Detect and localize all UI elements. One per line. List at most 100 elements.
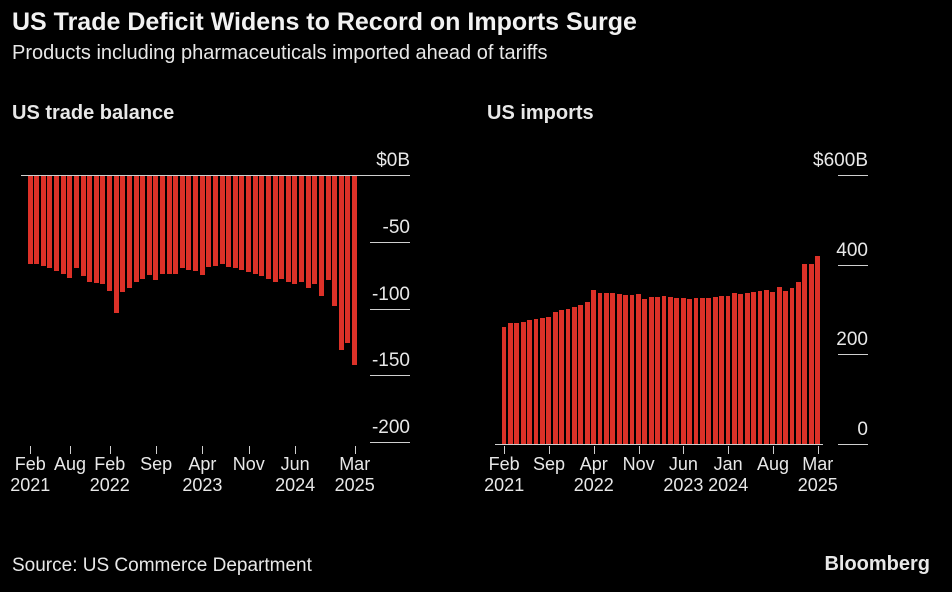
bar [312, 175, 318, 285]
baseline [21, 175, 410, 176]
y-tick-line [838, 354, 868, 356]
bar [546, 317, 552, 444]
x-tick [593, 446, 595, 454]
bar [299, 175, 305, 282]
bar [725, 295, 731, 444]
bar [700, 297, 705, 444]
title: US Trade Deficit Widens to Record on Imp… [12, 8, 637, 36]
bar [552, 311, 558, 444]
bar [272, 175, 278, 282]
y-tick-label: 400 [836, 239, 868, 261]
y-tick-line [370, 308, 410, 310]
bar [527, 320, 532, 444]
bar [712, 297, 718, 444]
bar [153, 175, 159, 281]
bar [648, 296, 654, 444]
bar [54, 175, 60, 272]
x-tick-label: Apr 2023 [182, 454, 223, 495]
bar [93, 175, 99, 284]
bar [226, 175, 232, 268]
bar [219, 175, 225, 265]
bar [591, 290, 596, 444]
x-tick [248, 446, 250, 454]
y-tick-label: $0B [376, 150, 410, 171]
bar [789, 287, 795, 444]
bar [796, 281, 801, 444]
x-tick [156, 446, 158, 454]
bar [146, 175, 152, 276]
bar [246, 175, 252, 273]
brand: Bloomberg [824, 553, 930, 575]
bar [738, 294, 744, 444]
bar [597, 293, 603, 444]
bar [120, 175, 126, 293]
bar [770, 291, 776, 444]
y-tick-line [838, 264, 868, 266]
y-tick-label: 200 [836, 329, 868, 351]
x-tick-label: Feb 2021 [10, 454, 51, 495]
x-tick-label: Sep [140, 454, 173, 474]
x-tick [773, 446, 774, 454]
bar [252, 175, 258, 274]
bar [47, 175, 53, 269]
bar [687, 298, 692, 444]
bar [719, 296, 724, 444]
x-tick-label: Jun 2024 [275, 454, 316, 495]
bar [757, 291, 763, 444]
bar [533, 319, 539, 444]
x-tick-label: Mar 2025 [797, 454, 838, 495]
bar [325, 175, 331, 281]
bar [572, 307, 577, 444]
x-tick-label: Jun 2023 [663, 454, 704, 495]
x-tick [70, 446, 72, 454]
x-tick [683, 446, 685, 454]
x-tick [30, 446, 32, 454]
bar [636, 294, 641, 444]
bar [642, 298, 648, 444]
bar [80, 175, 86, 277]
bar [67, 175, 73, 278]
x-tick [817, 446, 819, 454]
bar [133, 175, 139, 282]
bar [345, 175, 351, 344]
x-tick-label: Feb 2021 [484, 454, 525, 495]
x-tick-label: Nov [232, 454, 265, 474]
bar [578, 305, 584, 444]
y-tick-line [838, 444, 868, 445]
y-tick-label: $600B [813, 150, 868, 171]
bar [623, 294, 628, 444]
bar [783, 290, 788, 444]
x-tick [728, 446, 730, 454]
bar [206, 175, 212, 268]
bar [193, 175, 199, 272]
y-tick-line [370, 375, 410, 377]
x-tick-label: Aug [756, 454, 790, 474]
x-tick [202, 446, 204, 454]
bar [27, 175, 33, 265]
bar [60, 175, 66, 274]
bar [610, 292, 616, 444]
y-tick-label: 0 [857, 419, 868, 440]
bar [706, 298, 712, 444]
y-tick-label: -150 [371, 350, 410, 372]
bar [674, 297, 680, 444]
x-tick-label: Aug [54, 454, 87, 474]
bar [126, 175, 132, 289]
bar [113, 175, 119, 313]
x-tick-label: Mar 2025 [334, 454, 375, 495]
bar [514, 322, 520, 444]
bar [629, 294, 635, 444]
bar [279, 175, 285, 280]
bar [565, 308, 571, 444]
bar [305, 175, 311, 289]
x-tick [504, 446, 506, 454]
bar [680, 298, 686, 444]
x-tick-label: Jan 2024 [708, 454, 749, 495]
bar [584, 301, 590, 444]
y-tick-line [838, 175, 868, 176]
x-tick [354, 446, 356, 454]
bar [751, 292, 756, 444]
y-tick-line [370, 241, 410, 243]
bar [808, 264, 814, 444]
baseline [495, 444, 823, 445]
